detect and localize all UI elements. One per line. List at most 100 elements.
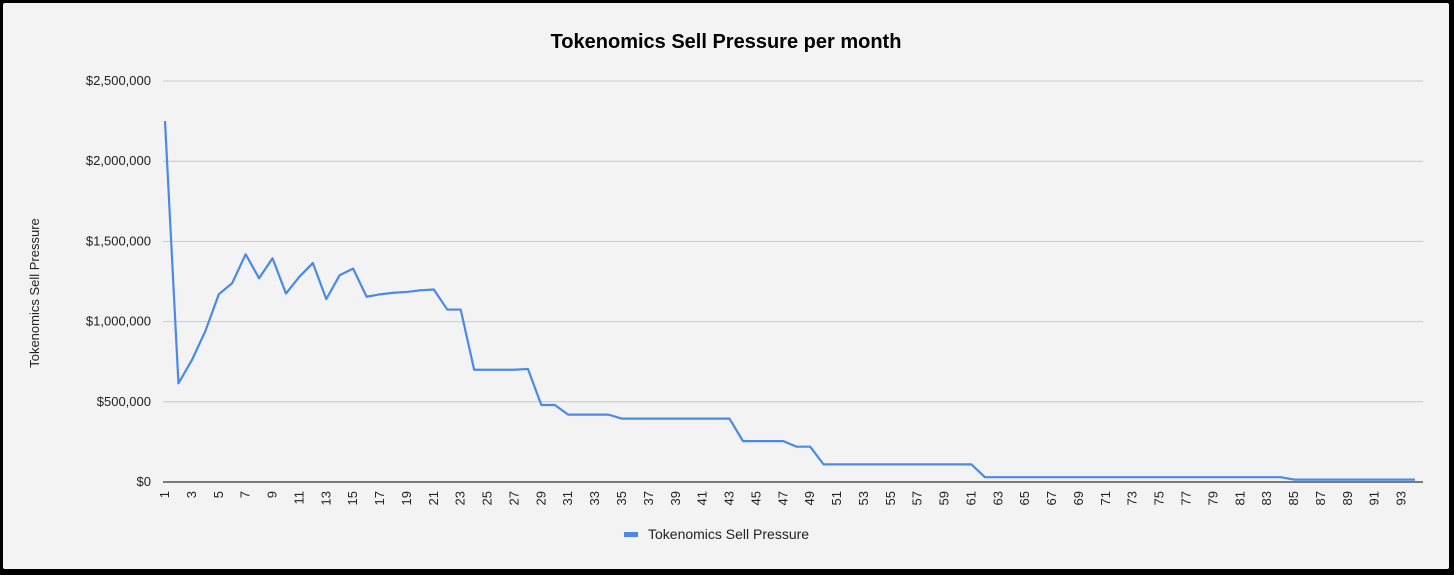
data-point[interactable] (701, 417, 705, 421)
data-point[interactable] (271, 256, 275, 260)
data-point[interactable] (808, 445, 812, 449)
data-point[interactable] (1104, 475, 1108, 479)
data-point[interactable] (432, 288, 436, 292)
data-point[interactable] (351, 267, 355, 271)
data-point[interactable] (956, 462, 960, 466)
data-point[interactable] (566, 413, 570, 417)
data-point[interactable] (1413, 478, 1417, 482)
data-point[interactable] (1185, 475, 1189, 479)
data-point[interactable] (1198, 475, 1202, 479)
data-point[interactable] (1211, 475, 1215, 479)
data-point[interactable] (1064, 475, 1068, 479)
data-point[interactable] (889, 462, 893, 466)
data-point[interactable] (311, 261, 315, 265)
series-layer (163, 119, 1417, 482)
data-point[interactable] (217, 292, 221, 296)
data-point[interactable] (526, 367, 530, 371)
data-point[interactable] (1373, 478, 1377, 482)
data-point[interactable] (405, 290, 409, 294)
data-point[interactable] (297, 275, 301, 279)
data-point[interactable] (1171, 475, 1175, 479)
data-point[interactable] (176, 381, 180, 385)
data-point[interactable] (1252, 475, 1256, 479)
data-point[interactable] (687, 417, 691, 421)
data-point[interactable] (1359, 478, 1363, 482)
data-point[interactable] (1319, 478, 1323, 482)
x-tick-label: 93 (1394, 491, 1409, 505)
data-point[interactable] (190, 358, 194, 362)
data-point[interactable] (916, 462, 920, 466)
data-point[interactable] (1090, 475, 1094, 479)
data-point[interactable] (969, 462, 973, 466)
data-point[interactable] (553, 403, 557, 407)
data-point[interactable] (943, 462, 947, 466)
data-point[interactable] (768, 439, 772, 443)
data-point[interactable] (674, 417, 678, 421)
data-point[interactable] (203, 329, 207, 333)
data-point[interactable] (378, 292, 382, 296)
data-point[interactable] (660, 417, 664, 421)
data-point[interactable] (795, 445, 799, 449)
data-point[interactable] (244, 252, 248, 256)
series-line-0[interactable] (163, 121, 1415, 481)
data-point[interactable] (633, 417, 637, 421)
legend[interactable]: Tokenomics Sell Pressure (624, 526, 809, 542)
data-point[interactable] (754, 439, 758, 443)
data-point[interactable] (499, 368, 503, 372)
data-point[interactable] (1292, 478, 1296, 482)
data-point[interactable] (472, 368, 476, 372)
data-point[interactable] (445, 308, 449, 312)
data-point[interactable] (324, 297, 328, 301)
data-point[interactable] (1400, 478, 1404, 482)
data-point[interactable] (1010, 475, 1014, 479)
data-point[interactable] (1238, 475, 1242, 479)
data-point[interactable] (163, 119, 167, 123)
data-point[interactable] (862, 462, 866, 466)
data-point[interactable] (741, 439, 745, 443)
data-point[interactable] (593, 413, 597, 417)
data-point[interactable] (996, 475, 1000, 479)
data-point[interactable] (929, 462, 933, 466)
data-point[interactable] (1117, 475, 1121, 479)
data-point[interactable] (1265, 475, 1269, 479)
x-tick-label: 85 (1286, 491, 1301, 505)
data-point[interactable] (257, 276, 261, 280)
data-point[interactable] (1279, 475, 1283, 479)
data-point[interactable] (365, 295, 369, 299)
data-point[interactable] (338, 273, 342, 277)
data-point[interactable] (1158, 475, 1162, 479)
data-point[interactable] (539, 403, 543, 407)
data-point[interactable] (875, 462, 879, 466)
data-point[interactable] (822, 462, 826, 466)
data-point[interactable] (848, 462, 852, 466)
data-point[interactable] (1077, 475, 1081, 479)
data-point[interactable] (983, 475, 987, 479)
data-point[interactable] (391, 291, 395, 295)
data-point[interactable] (1386, 478, 1390, 482)
data-point[interactable] (714, 417, 718, 421)
data-point[interactable] (284, 292, 288, 296)
data-point[interactable] (1037, 475, 1041, 479)
data-point[interactable] (1144, 475, 1148, 479)
data-point[interactable] (781, 439, 785, 443)
data-point[interactable] (1305, 478, 1309, 482)
data-point[interactable] (1023, 475, 1027, 479)
data-point[interactable] (580, 413, 584, 417)
data-point[interactable] (459, 308, 463, 312)
data-point[interactable] (620, 417, 624, 421)
data-point[interactable] (230, 281, 234, 285)
data-point[interactable] (1346, 478, 1350, 482)
x-tick-label: 47 (775, 491, 790, 505)
data-point[interactable] (1050, 475, 1054, 479)
data-point[interactable] (728, 417, 732, 421)
data-point[interactable] (647, 417, 651, 421)
data-point[interactable] (1332, 478, 1336, 482)
data-point[interactable] (835, 462, 839, 466)
data-point[interactable] (1225, 475, 1229, 479)
data-point[interactable] (486, 368, 490, 372)
data-point[interactable] (902, 462, 906, 466)
data-point[interactable] (607, 413, 611, 417)
data-point[interactable] (1131, 475, 1135, 479)
data-point[interactable] (512, 368, 516, 372)
data-point[interactable] (418, 288, 422, 292)
